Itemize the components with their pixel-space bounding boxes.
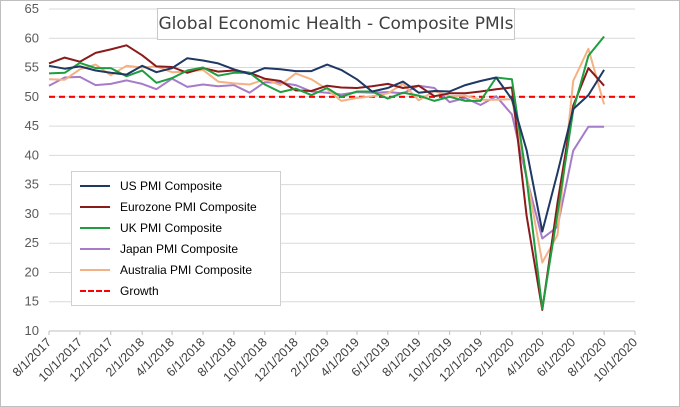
series-line-japan-pmi-composite	[48, 75, 605, 240]
legend-item-us: US PMI Composite	[80, 176, 276, 196]
legend-swatch-japan	[80, 248, 110, 250]
chart-title-box: Global Economic Health - Composite PMIs	[157, 8, 515, 40]
legend-label-uk: UK PMI Composite	[120, 221, 223, 235]
chart-title: Global Economic Health - Composite PMIs	[158, 14, 514, 34]
legend-label-us: US PMI Composite	[120, 179, 223, 193]
y-tick-label: 25	[25, 235, 39, 250]
y-tick-label: 35	[25, 177, 39, 192]
legend-item-eurozone: Eurozone PMI Composite	[80, 197, 276, 217]
legend-swatch-australia	[80, 269, 110, 271]
legend-swatch-eurozone	[80, 206, 110, 208]
y-tick-label: 50	[25, 89, 39, 104]
legend-item-australia: Australia PMI Composite	[80, 260, 276, 280]
y-tick-label: 30	[25, 206, 39, 221]
y-tick-label: 45	[25, 118, 39, 133]
legend-label-eurozone: Eurozone PMI Composite	[120, 200, 257, 214]
y-tick-label: 20	[25, 265, 39, 280]
legend-swatch-uk	[80, 227, 110, 229]
series-line-uk-pmi-composite	[48, 35, 605, 310]
y-tick-label: 40	[25, 147, 39, 162]
legend-item-growth: Growth	[80, 281, 276, 301]
y-tick-label: 55	[25, 60, 39, 75]
legend-item-japan: Japan PMI Composite	[80, 239, 276, 259]
legend-label-growth: Growth	[120, 284, 159, 298]
y-tick-label: 10	[25, 323, 39, 338]
legend: US PMI Composite Eurozone PMI Composite …	[71, 171, 281, 306]
y-tick-label: 65	[25, 1, 39, 16]
legend-swatch-us	[80, 185, 110, 187]
y-axis-ticks: 10 15 20 25 30 35 40 45 50 55 60 65	[25, 1, 39, 338]
legend-label-australia: Australia PMI Composite	[120, 263, 253, 277]
y-tick-label: 60	[25, 30, 39, 45]
legend-item-uk: UK PMI Composite	[80, 218, 276, 238]
y-tick-label: 15	[25, 294, 39, 309]
legend-swatch-growth	[80, 290, 110, 292]
legend-label-japan: Japan PMI Composite	[120, 242, 239, 256]
series-line-us-pmi-composite	[48, 57, 605, 233]
series-lines	[48, 35, 606, 311]
series-line-eurozone-pmi-composite	[48, 44, 605, 311]
x-axis-ticks: 8/1/201710/1/201712/1/20172/1/20184/1/20…	[10, 331, 640, 384]
